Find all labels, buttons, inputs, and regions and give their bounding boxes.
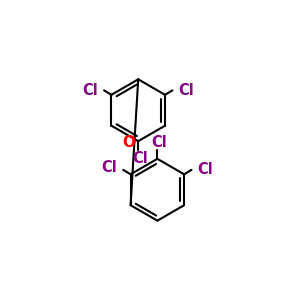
Text: O: O <box>123 135 136 150</box>
Text: Cl: Cl <box>178 83 194 98</box>
Text: Cl: Cl <box>101 160 117 175</box>
Text: Cl: Cl <box>132 151 148 166</box>
Text: Cl: Cl <box>82 83 98 98</box>
Text: Cl: Cl <box>151 135 167 150</box>
Text: Cl: Cl <box>197 162 213 177</box>
